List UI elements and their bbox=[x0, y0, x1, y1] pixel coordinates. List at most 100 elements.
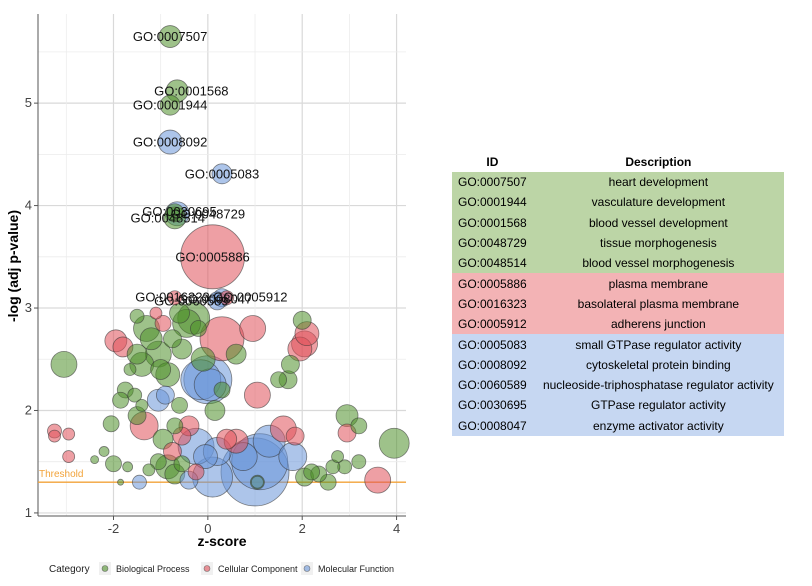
bubble bbox=[158, 25, 182, 48]
table-cell-description: basolateral plasma membrane bbox=[577, 296, 740, 311]
table-row: GO:0001944 vasculature development bbox=[452, 192, 784, 213]
y-tick-label: 1 bbox=[25, 505, 32, 520]
table-cell-id: GO:0005083 bbox=[458, 337, 527, 352]
go-label: GO:0001944 bbox=[133, 98, 207, 113]
bubble bbox=[155, 385, 175, 405]
go-label: GO:0048514 bbox=[131, 210, 205, 225]
table-row: GO:0030695 GTPase regulator activity bbox=[452, 395, 784, 416]
bubble bbox=[157, 129, 183, 155]
legend-swatch bbox=[203, 565, 211, 572]
table-cell-id: GO:0016323 bbox=[458, 296, 527, 311]
bubble bbox=[187, 463, 205, 481]
axis-ticks: -2 0 2 4 1 2 3 4 5 bbox=[25, 95, 400, 536]
table-cell-id: GO:0030695 bbox=[458, 398, 527, 413]
bubble bbox=[281, 354, 300, 374]
bubble bbox=[239, 315, 267, 342]
bubble bbox=[129, 308, 145, 324]
bubble bbox=[171, 396, 188, 414]
table-row: GO:0001568 blood vessel development bbox=[452, 212, 784, 233]
y-tick-label: 2 bbox=[25, 402, 32, 417]
x-tick-label: 2 bbox=[299, 521, 306, 536]
x-axis-title: z-score bbox=[197, 533, 246, 549]
table-cell-description: vasculature development bbox=[591, 195, 726, 210]
table-row: GO:0005083 small GTPase regulator activit… bbox=[452, 334, 784, 355]
bubble bbox=[105, 455, 122, 473]
x-tick-label: 0 bbox=[204, 521, 211, 536]
go-label: GO:0030695 bbox=[142, 204, 216, 219]
go-label: GO:0016323 bbox=[135, 289, 209, 304]
table-cell-description: blood vessel development bbox=[588, 215, 728, 230]
table-row: GO:0060589 nucleoside-triphosphatase regu… bbox=[452, 374, 784, 396]
bubble bbox=[149, 306, 163, 320]
bubbles bbox=[47, 25, 410, 507]
bubble bbox=[303, 463, 321, 481]
table-row: GO:0048729 tissue morphogenesis bbox=[452, 232, 784, 254]
table-body: GO:0007507 heart development GO:0001944 vas… bbox=[452, 172, 784, 436]
bubble bbox=[243, 381, 271, 409]
table-cell-description: nucleoside-triphosphatase regulator acti… bbox=[542, 378, 774, 393]
table-cell-id: GO:0008092 bbox=[458, 357, 527, 372]
table-cell-id: GO:0005912 bbox=[458, 317, 527, 332]
table-row: GO:0008047 enzyme activator activity bbox=[452, 415, 784, 436]
bubble bbox=[159, 94, 181, 116]
bubble bbox=[135, 398, 149, 412]
table-cell-id: GO:0001568 bbox=[458, 215, 527, 230]
table-cell-id: GO:0008047 bbox=[458, 418, 527, 433]
legend: Category Biological Process Cellular Compo… bbox=[49, 562, 394, 575]
bubble bbox=[102, 415, 120, 433]
bubble bbox=[62, 450, 76, 463]
threshold-label: Threshold bbox=[39, 469, 83, 480]
table-cell-id: GO:0001944 bbox=[458, 195, 527, 210]
bubble bbox=[180, 224, 245, 290]
bubble bbox=[250, 475, 264, 489]
table-row: GO:0048514 blood vessel morphogenesis bbox=[452, 253, 784, 274]
bubble bbox=[213, 381, 231, 399]
bubble bbox=[278, 442, 308, 471]
bubble bbox=[62, 427, 76, 441]
go-label: GO:0005886 bbox=[175, 249, 249, 264]
bubble bbox=[142, 463, 156, 477]
bubble bbox=[216, 428, 238, 450]
table-cell-id: GO:0060589 bbox=[458, 378, 527, 393]
bubble bbox=[165, 203, 185, 223]
y-axis-title: -log (adj p-value) bbox=[5, 210, 21, 322]
bubble bbox=[50, 350, 78, 378]
bubble bbox=[112, 391, 129, 409]
bubble bbox=[351, 454, 367, 470]
table-cell-description: enzyme activator activity bbox=[593, 418, 724, 433]
bubble bbox=[219, 290, 235, 306]
bubble bbox=[127, 387, 143, 403]
bubble bbox=[190, 346, 216, 372]
bubble bbox=[117, 478, 124, 486]
legend-entry: Biological Process bbox=[116, 564, 190, 574]
go-label: GO:0048729 bbox=[171, 206, 245, 221]
bubble bbox=[90, 455, 100, 465]
table-row: GO:0008092 cytoskeletal protein binding bbox=[452, 354, 784, 375]
legend-entry: Molecular Function bbox=[318, 564, 394, 574]
go-table: ID Description GO:0007507 heart developme… bbox=[452, 152, 784, 436]
y-tick-label: 4 bbox=[25, 198, 32, 213]
go-label: GO:0001568 bbox=[154, 83, 228, 98]
bubble bbox=[190, 320, 207, 337]
table-cell-description: small GTPase regulator activity bbox=[575, 337, 742, 352]
bubble bbox=[150, 359, 172, 380]
table-cell-description: heart development bbox=[608, 175, 709, 190]
bubble bbox=[204, 400, 226, 421]
go-label: GO:0008047 bbox=[178, 291, 252, 306]
go-label: GO:0005912 bbox=[213, 289, 287, 304]
table-row: GO:0007507 heart development bbox=[452, 172, 784, 193]
table-cell-id: GO:0005886 bbox=[458, 276, 527, 291]
x-tick-label: -2 bbox=[108, 521, 120, 536]
bubble bbox=[126, 343, 148, 365]
x-tick-label: 4 bbox=[393, 521, 400, 536]
bubble bbox=[98, 446, 110, 457]
table-header-row: ID Description bbox=[452, 152, 784, 172]
table-cell-description: tissue morphogenesis bbox=[599, 236, 717, 251]
bubble bbox=[139, 327, 163, 351]
bubble bbox=[48, 429, 61, 443]
bubble bbox=[163, 442, 182, 461]
table-row: GO:0016323 basolateral plasma membrane bbox=[452, 293, 784, 315]
go-label: GO:0007507 bbox=[133, 29, 207, 44]
